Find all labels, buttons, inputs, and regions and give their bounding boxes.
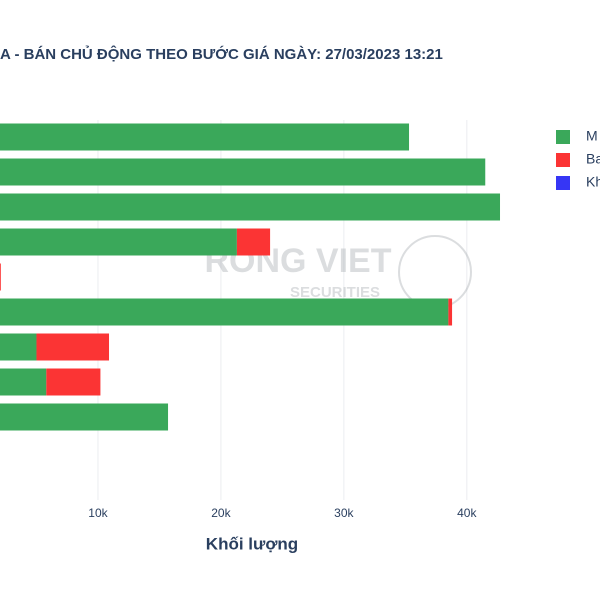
legend-label: Kh xyxy=(586,174,600,190)
bar xyxy=(0,123,410,151)
legend-swatch xyxy=(556,130,570,144)
legend-label: M xyxy=(586,128,598,144)
bar xyxy=(0,158,486,186)
x-tick-label: 10k xyxy=(88,506,108,520)
watermark-logo xyxy=(398,235,472,309)
bar xyxy=(448,298,453,326)
legend-swatch xyxy=(556,176,570,190)
bar xyxy=(46,368,101,396)
bar xyxy=(36,333,110,361)
bar xyxy=(0,228,237,256)
x-axis-label: Khối lượng xyxy=(206,534,298,553)
x-tick-label: 30k xyxy=(334,506,354,520)
bar xyxy=(0,403,169,431)
legend-swatch xyxy=(556,153,570,167)
bar xyxy=(0,333,37,361)
legend-label: Ba xyxy=(586,151,600,167)
bar xyxy=(0,298,449,326)
bar xyxy=(0,263,1,291)
bar xyxy=(236,228,271,256)
x-tick-label: 40k xyxy=(457,506,477,520)
bar xyxy=(0,193,501,221)
chart-title: A - BÁN CHỦ ĐỘNG THEO BƯỚC GIÁ NGÀY: 27/… xyxy=(0,45,443,63)
bar xyxy=(0,368,47,396)
x-tick-label: 20k xyxy=(211,506,231,520)
watermark-sub: SECURITIES xyxy=(290,284,380,301)
